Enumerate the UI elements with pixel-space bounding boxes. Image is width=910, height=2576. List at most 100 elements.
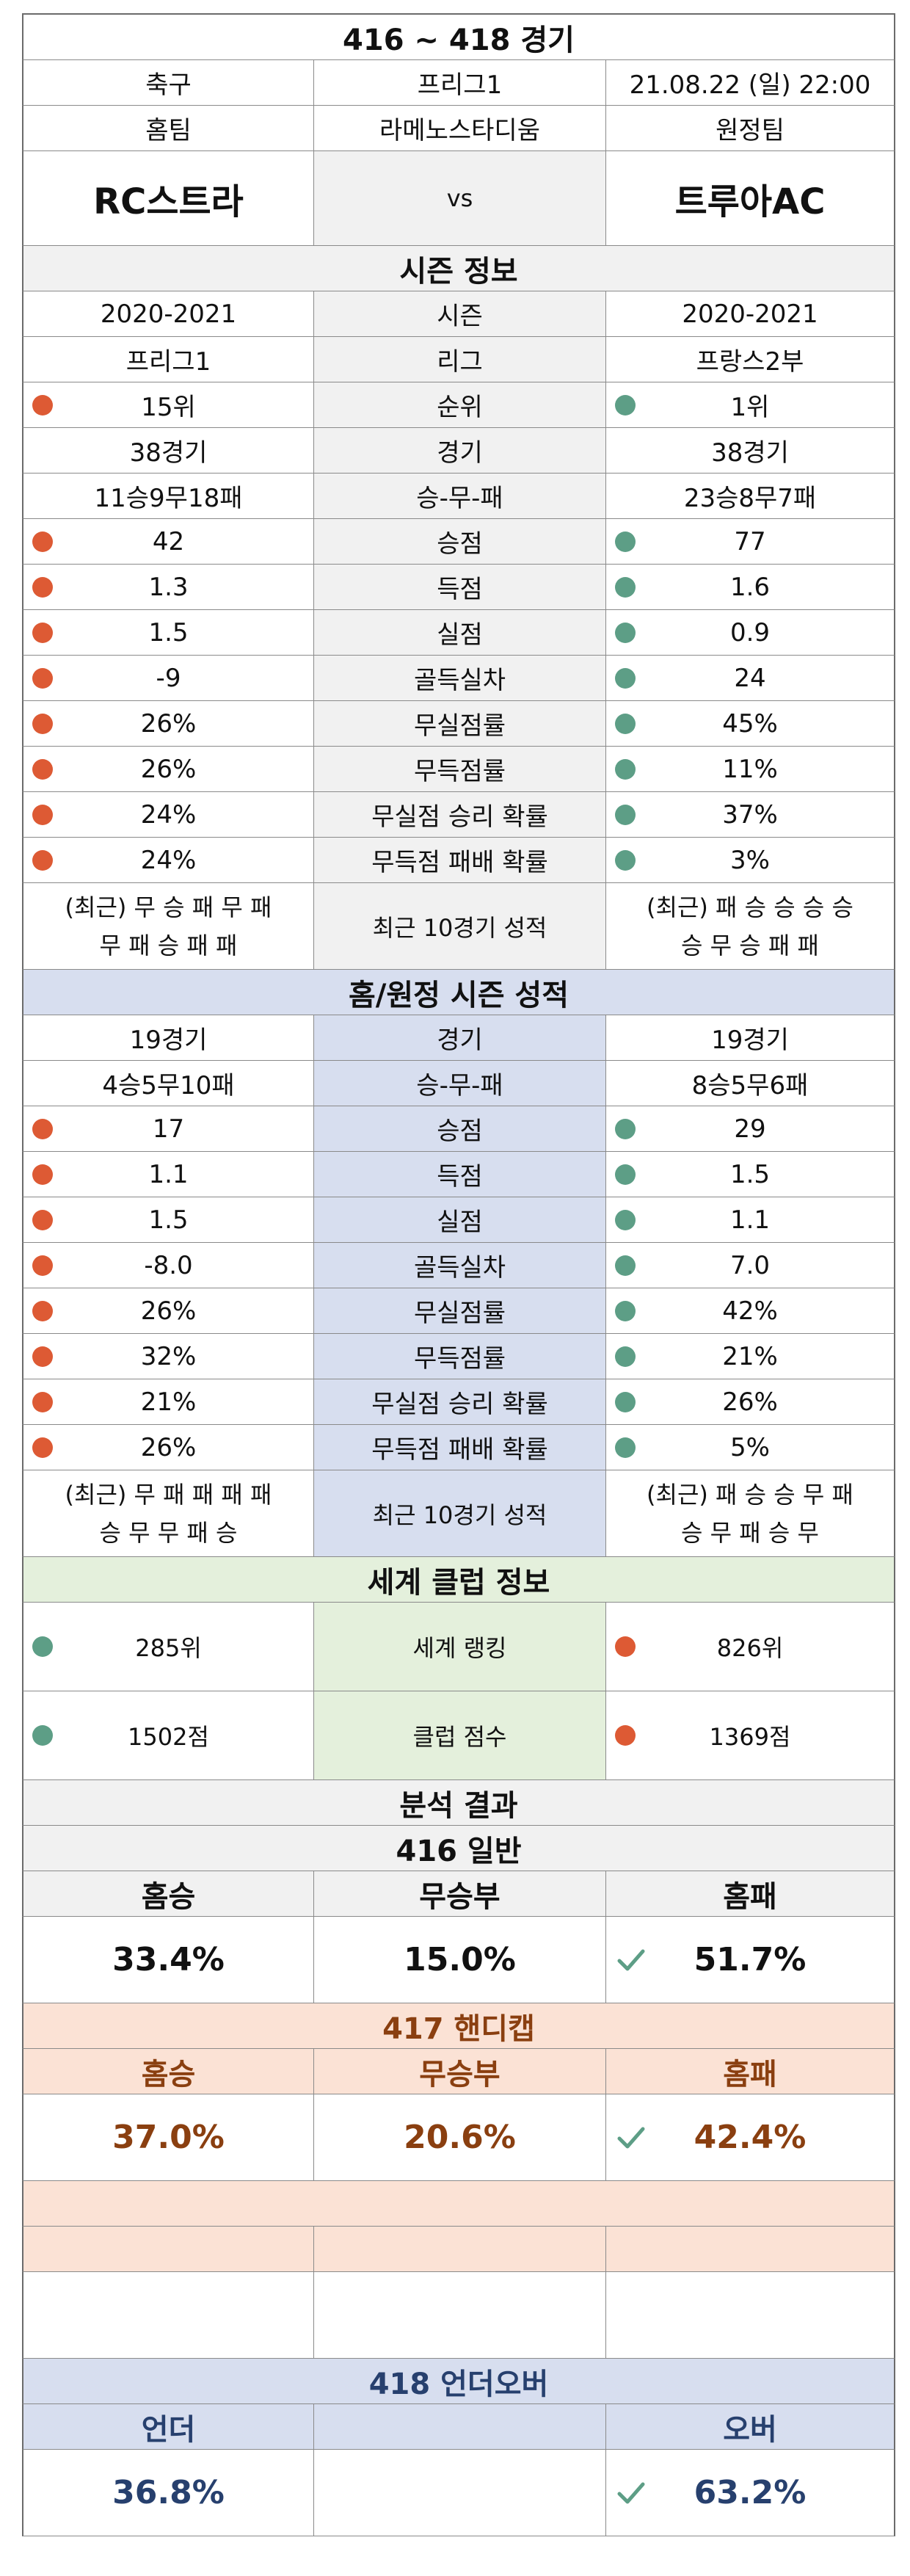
stat-label: 승-무-패 bbox=[313, 474, 605, 518]
empty-cell bbox=[23, 2227, 313, 2271]
stat-row: -8.0 골득실차 7.0 bbox=[22, 1243, 895, 1288]
teal-status-dot-icon bbox=[615, 1118, 636, 1139]
stat-label: 승-무-패 bbox=[313, 1061, 605, 1106]
empty-cell bbox=[605, 2227, 894, 2271]
season-recent-away-line2: 승 무 승 패 패 bbox=[681, 931, 819, 959]
stat-home-text: 26% bbox=[140, 754, 197, 784]
red-status-dot-icon bbox=[32, 713, 53, 734]
stat-label: 골득실차 bbox=[313, 656, 605, 700]
stat-label-text: 득점 bbox=[437, 575, 483, 604]
red-status-dot-icon bbox=[32, 758, 53, 780]
stat-row: 19경기 경기 19경기 bbox=[22, 1015, 895, 1061]
empty-white-row bbox=[22, 2272, 895, 2359]
analysis-header: 분석 결과 bbox=[399, 1788, 518, 1823]
stat-home-text: 19경기 bbox=[129, 1026, 208, 1055]
stat-row: 1.5 실점 1.1 bbox=[22, 1197, 895, 1243]
stat-label-text: 골득실차 bbox=[413, 1253, 506, 1282]
home-label: 홈팀 bbox=[145, 116, 192, 145]
handicap-away-label: 홈패 bbox=[605, 2049, 894, 2094]
stat-home: 19경기 bbox=[23, 1015, 313, 1060]
general-header: 416 일반 bbox=[396, 1834, 522, 1868]
stat-label-text: 무실점 승리 확률 bbox=[371, 1390, 548, 1419]
red-status-dot-icon bbox=[32, 622, 53, 643]
stat-away-text: 23승8무7패 bbox=[683, 484, 817, 513]
stat-away: 23승8무7패 bbox=[605, 474, 894, 518]
stat-away: 29 bbox=[605, 1106, 894, 1151]
stat-row: 32% 무득점률 21% bbox=[22, 1334, 895, 1379]
stat-home: 1.3 bbox=[23, 565, 313, 609]
homeaway-recent-home-line1: (최근) 무 패 패 패 패 bbox=[65, 1480, 272, 1509]
home-status-dot-icon bbox=[32, 1636, 53, 1657]
stat-home: -8.0 bbox=[23, 1243, 313, 1288]
stat-label: 득점 bbox=[313, 565, 605, 609]
stat-row: 2020-2021 시즌 2020-2021 bbox=[22, 291, 895, 337]
stat-away-text: 프랑스2부 bbox=[696, 347, 804, 377]
empty-cell bbox=[23, 2272, 313, 2358]
stat-away-text: 5% bbox=[730, 1432, 770, 1462]
stat-home: 2020-2021 bbox=[23, 291, 313, 336]
stat-home: 21% bbox=[23, 1379, 313, 1424]
stat-away: 26% bbox=[605, 1379, 894, 1424]
red-status-dot-icon bbox=[32, 804, 53, 825]
stat-away-text: 1위 bbox=[730, 393, 770, 422]
general-draw-label: 무승부 bbox=[313, 1871, 605, 1916]
stat-away-text: 19경기 bbox=[711, 1026, 789, 1055]
empty-cell bbox=[313, 2227, 605, 2271]
world-header-row: 세계 클럽 정보 bbox=[22, 1557, 895, 1603]
stat-away-text: 2020-2021 bbox=[682, 299, 818, 329]
stat-home-text: 11승9무18패 bbox=[94, 484, 243, 513]
stat-home: 1.5 bbox=[23, 1197, 313, 1242]
stat-row: 26% 무득점률 11% bbox=[22, 747, 895, 792]
stat-row: 4승5무10패 승-무-패 8승5무6패 bbox=[22, 1061, 895, 1106]
red-status-dot-icon bbox=[32, 1118, 53, 1139]
stat-home-text: 2020-2021 bbox=[100, 299, 237, 329]
stat-away: 1위 bbox=[605, 382, 894, 427]
stat-row: 26% 무실점률 42% bbox=[22, 1288, 895, 1334]
stat-label-text: 무득점 패배 확률 bbox=[371, 1435, 548, 1465]
world-rank-home-value: 285위 bbox=[135, 1634, 202, 1662]
under-value: 36.8% bbox=[112, 2474, 225, 2511]
vs-label: vs bbox=[313, 151, 605, 245]
stat-home: 38경기 bbox=[23, 428, 313, 473]
home-team-name: RC스트라 bbox=[93, 181, 244, 222]
red-status-dot-icon bbox=[32, 576, 53, 598]
stat-label: 무득점률 bbox=[313, 1334, 605, 1379]
stat-away-text: 24 bbox=[734, 663, 766, 693]
stat-away: 21% bbox=[605, 1334, 894, 1379]
stat-label-text: 승점 bbox=[437, 1117, 483, 1146]
teal-status-dot-icon bbox=[615, 849, 636, 871]
analysis-header-row: 분석 결과 bbox=[22, 1780, 895, 1826]
venue-cell: 라메노스타디움 bbox=[313, 106, 605, 150]
check-icon bbox=[617, 1949, 645, 1970]
stat-home-text: 21% bbox=[140, 1387, 197, 1417]
stat-away: 19경기 bbox=[605, 1015, 894, 1060]
world-rank-label: 세계 랭킹 bbox=[313, 1603, 605, 1691]
stat-label-text: 실점 bbox=[437, 620, 483, 650]
stat-home-text: 15위 bbox=[141, 393, 196, 422]
stat-home: 4승5무10패 bbox=[23, 1061, 313, 1106]
stat-row: 11승9무18패 승-무-패 23승8무7패 bbox=[22, 474, 895, 519]
stat-label-text: 득점 bbox=[437, 1162, 483, 1191]
teal-status-dot-icon bbox=[615, 758, 636, 780]
season-header-row: 시즌 정보 bbox=[22, 246, 895, 291]
red-status-dot-icon bbox=[32, 849, 53, 871]
stat-label-text: 리그 bbox=[437, 347, 483, 377]
stat-home-text: 26% bbox=[140, 708, 197, 739]
teal-status-dot-icon bbox=[615, 667, 636, 689]
general-value-row: 33.4% 15.0% 51.7% bbox=[22, 1917, 895, 2003]
stat-home: 26% bbox=[23, 701, 313, 746]
stat-home: 26% bbox=[23, 747, 313, 791]
world-rank-row: 285위 세계 랭킹 826위 bbox=[22, 1603, 895, 1691]
stat-row: 프리그1 리그 프랑스2부 bbox=[22, 337, 895, 382]
teal-status-dot-icon bbox=[615, 1437, 636, 1458]
stat-label-text: 순위 bbox=[437, 393, 483, 422]
teal-status-dot-icon bbox=[615, 1255, 636, 1276]
stat-home: -9 bbox=[23, 656, 313, 700]
stat-away: 0.9 bbox=[605, 610, 894, 655]
stat-home-text: 1.3 bbox=[148, 572, 189, 602]
stat-away: 7.0 bbox=[605, 1243, 894, 1288]
